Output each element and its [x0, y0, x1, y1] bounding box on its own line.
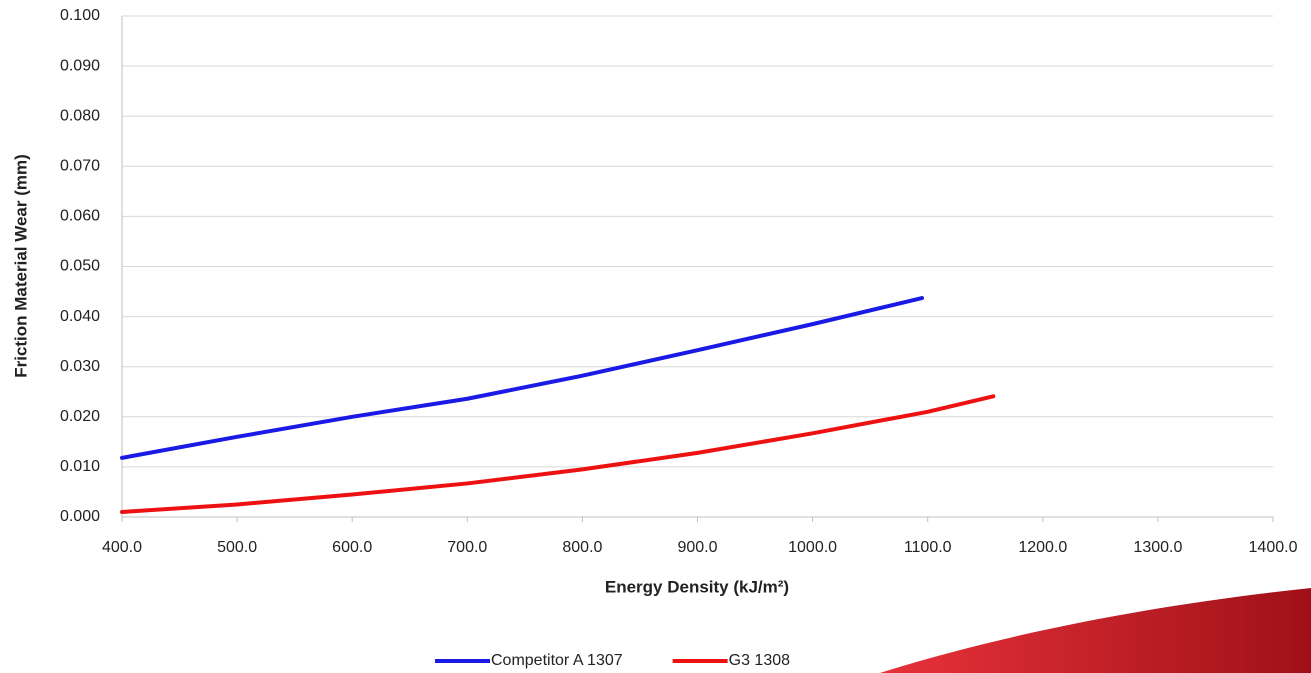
y-tick-label: 0.080: [60, 107, 100, 124]
x-tick-label: 1100.0: [904, 539, 952, 556]
x-tick-label: 800.0: [562, 539, 602, 556]
x-tick-label: 1200.0: [1018, 539, 1067, 556]
legend-label: G3 1308: [729, 652, 790, 669]
y-tick-label: 0.030: [60, 358, 100, 375]
x-tick-label: 1300.0: [1133, 539, 1182, 556]
x-tick-label: 700.0: [447, 539, 487, 556]
x-tick-label: 900.0: [677, 539, 717, 556]
y-tick-label: 0.070: [60, 158, 100, 175]
y-tick-label: 0.100: [60, 7, 100, 24]
x-tick-label: 400.0: [102, 539, 142, 556]
y-tick-label: 0.000: [60, 508, 100, 525]
legend-label: Competitor A 1307: [491, 652, 623, 669]
y-axis-title: Friction Material Wear (mm): [11, 154, 30, 378]
y-tick-label: 0.010: [60, 458, 100, 475]
y-tick-label: 0.040: [60, 308, 100, 325]
x-axis-title: Energy Density (kJ/m²): [605, 577, 789, 596]
x-tick-label: 500.0: [217, 539, 257, 556]
data-line: [122, 396, 993, 512]
y-tick-label: 0.050: [60, 258, 100, 275]
x-tick-label: 1000.0: [788, 539, 837, 556]
y-tick-label: 0.090: [60, 57, 100, 74]
x-tick-label: 1400.0: [1249, 539, 1298, 556]
y-tick-label: 0.020: [60, 408, 100, 425]
chart: Energy Density (kJ/m²) Friction Material…: [0, 0, 1311, 673]
x-tick-label: 600.0: [332, 539, 372, 556]
y-tick-label: 0.060: [60, 208, 100, 225]
decor-swoosh: [880, 588, 1311, 673]
